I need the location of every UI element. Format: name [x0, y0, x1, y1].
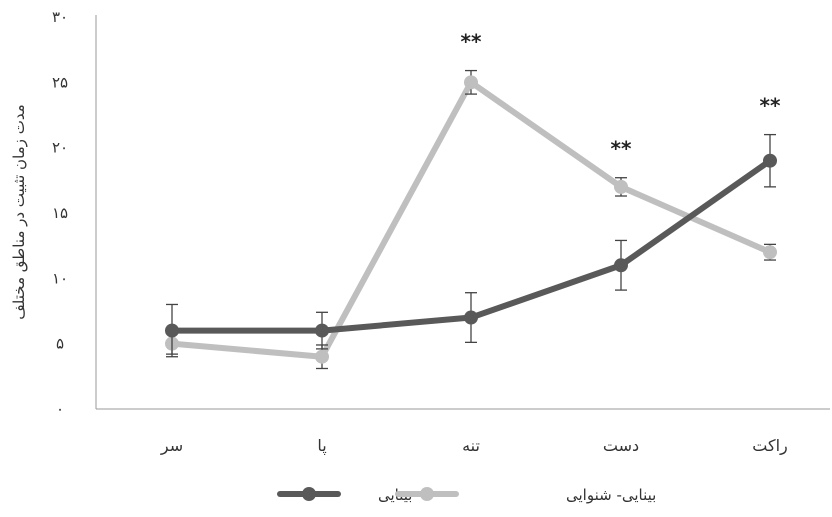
series-1 — [165, 69, 777, 370]
data-point — [315, 349, 329, 364]
plot-area: ** ** ** — [165, 30, 781, 370]
data-point — [315, 323, 329, 338]
legend-label: بینایی- شنوایی — [566, 486, 656, 504]
significance-marker: ** — [461, 30, 482, 54]
legend: بینایی بینایی- شنوایی — [277, 486, 656, 504]
x-category-label: تنه — [462, 436, 480, 455]
y-tick-label: ۲۰ — [52, 139, 68, 157]
x-category-label: دست — [603, 436, 639, 455]
x-category-label: سر — [160, 436, 183, 456]
y-tick-label: ۱۵ — [52, 204, 68, 222]
data-point — [614, 179, 628, 194]
data-point — [614, 258, 628, 273]
y-tick-label: ۲۵ — [52, 73, 68, 91]
significance-marker: ** — [611, 137, 632, 161]
y-tick-labels: ۰ ۵ ۱۰ ۱۵ ۲۰ ۲۵ ۳۰ — [52, 8, 68, 418]
legend-item: بینایی — [277, 486, 412, 504]
x-category-label: راکت — [752, 436, 788, 456]
x-category-label: پا — [317, 436, 326, 456]
data-point — [763, 245, 777, 260]
data-point — [464, 75, 478, 90]
y-tick-label: ۵ — [56, 335, 64, 353]
data-point — [763, 153, 777, 168]
y-tick-label: ۰ — [56, 400, 64, 418]
legend-item: بینایی- شنوایی — [395, 486, 656, 504]
legend-swatch-marker — [420, 487, 434, 501]
y-tick-label: ۳۰ — [52, 8, 68, 26]
y-axis-label: مدت زمان تثبیت در مناطق مختلف — [10, 104, 28, 319]
data-point — [464, 310, 478, 325]
significance-marker: ** — [760, 94, 781, 118]
legend-swatch-marker — [302, 487, 316, 501]
series-0 — [165, 133, 777, 358]
data-point — [165, 323, 179, 338]
x-category-labels: سر پا تنه دست راکت — [160, 436, 788, 456]
y-tick-label: ۱۰ — [52, 269, 68, 287]
